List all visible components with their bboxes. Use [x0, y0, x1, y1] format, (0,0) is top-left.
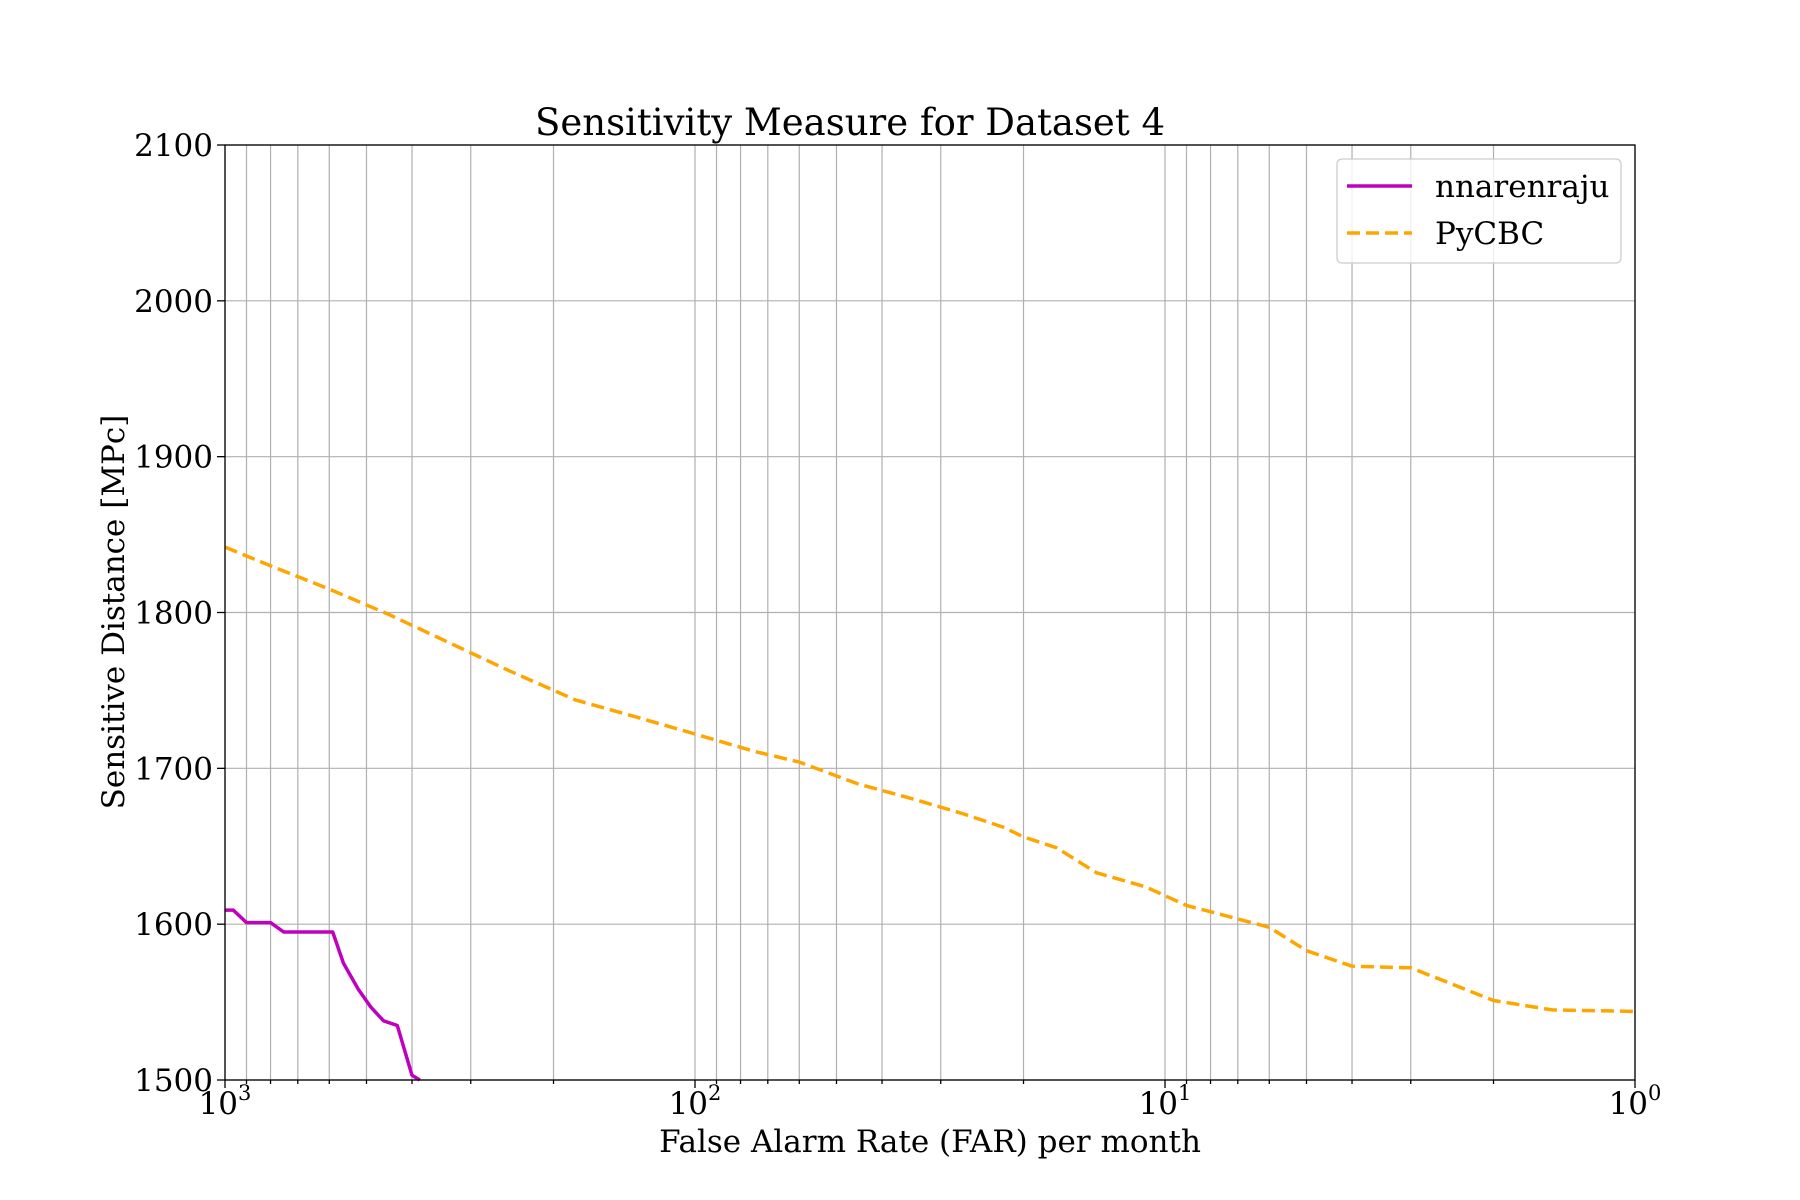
chart-title: Sensitivity Measure for Dataset 4	[535, 101, 1165, 144]
series-line-pycbc	[224, 545, 1636, 1014]
series-layer	[224, 545, 1636, 1082]
x-tick-label: 102	[669, 1081, 722, 1122]
y-tick-label: 1500	[134, 1063, 213, 1099]
x-tick-label-base: 10	[1139, 1086, 1178, 1122]
y-tick-label: 2000	[134, 284, 213, 320]
legend: nnarenraju PyCBC	[1336, 158, 1622, 264]
x-tick-label-exponent: 0	[1648, 1081, 1661, 1105]
x-tick-label: 103	[199, 1081, 252, 1122]
y-tick-label: 2100	[134, 128, 213, 164]
y-axis-label: Sensitive Distance [MPc]	[96, 415, 132, 810]
y-tick-label: 1900	[134, 440, 213, 476]
legend-label-pycbc: PyCBC	[1435, 216, 1544, 252]
y-tick-label: 1600	[134, 907, 213, 943]
x-tick-label: 100	[1609, 1081, 1662, 1122]
y-tick-label: 1700	[134, 751, 213, 787]
x-tick-label: 101	[1139, 1081, 1192, 1122]
legend-label-nnarenraju: nnarenraju	[1435, 169, 1609, 205]
x-tick-label-base: 10	[199, 1086, 238, 1122]
x-tick-label-base: 10	[1609, 1086, 1648, 1122]
x-tick-label-exponent: 2	[708, 1081, 721, 1105]
x-tick-label-exponent: 3	[238, 1081, 251, 1105]
x-axis-label: False Alarm Rate (FAR) per month	[659, 1124, 1201, 1160]
series-line-nnarenraju	[225, 908, 421, 1082]
x-tick-label-base: 10	[669, 1086, 708, 1122]
y-tick-label: 1800	[134, 596, 213, 632]
x-tick-label-exponent: 1	[1178, 1081, 1191, 1105]
